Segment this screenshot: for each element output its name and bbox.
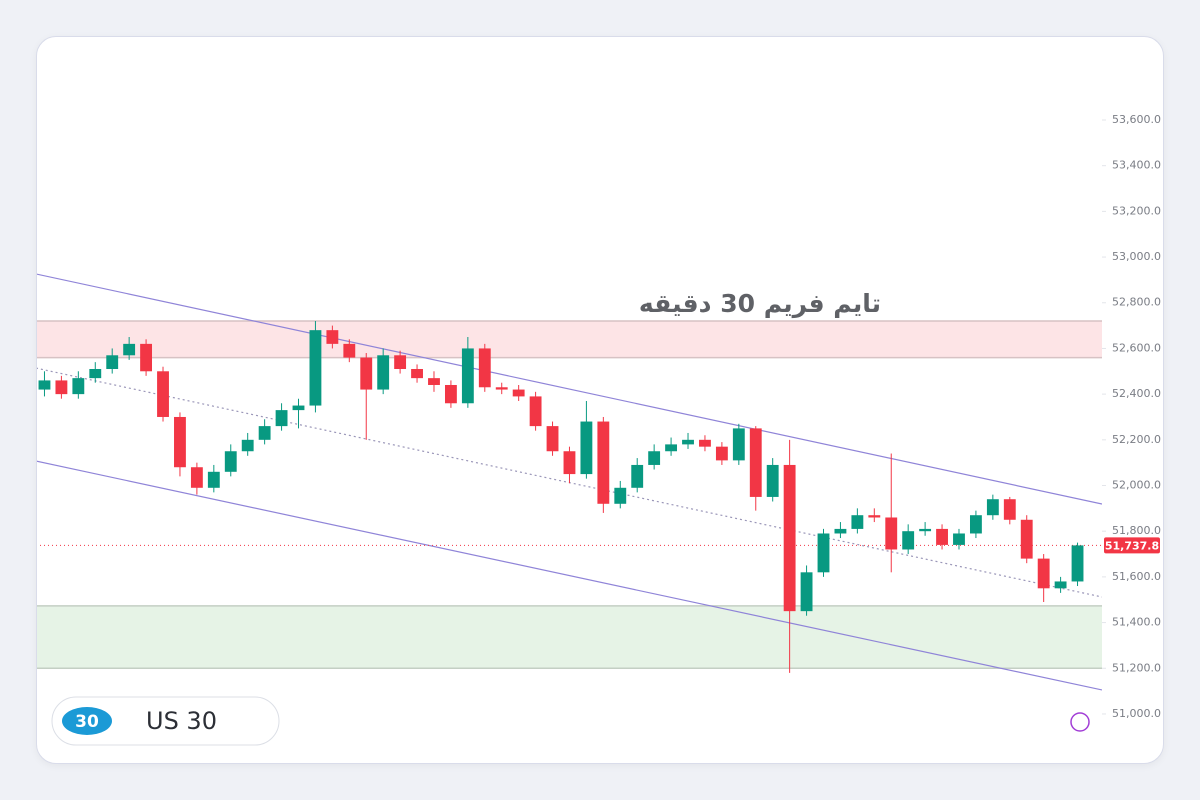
candle-body [140, 343, 153, 372]
y-tick-label: 52,600.0 [1112, 341, 1161, 354]
candle-body [597, 421, 610, 504]
candle-body [732, 428, 745, 461]
candle-body [461, 348, 474, 404]
y-tick-label: 51,000.0 [1112, 707, 1161, 720]
zone [37, 321, 1102, 358]
zone [37, 605, 1102, 669]
candle-body [1054, 581, 1067, 589]
candle-body [631, 464, 644, 488]
trend-line [37, 273, 1102, 505]
candle-body [241, 439, 254, 452]
candle-body [885, 517, 898, 550]
y-tick-label: 51,200.0 [1112, 661, 1161, 674]
candle-body [174, 416, 186, 468]
candle-body [682, 439, 694, 445]
candle-body [55, 380, 68, 395]
candle-body [715, 446, 728, 461]
candle-body [106, 355, 119, 369]
candle-body [89, 368, 102, 379]
candle-body [665, 444, 678, 452]
axis: 51,000.0 51,200.0 51,400.0 51,600.0 51,800.0… [1102, 113, 1161, 720]
last-price-tag [1104, 537, 1160, 554]
candle-body [444, 384, 457, 404]
candle-body [834, 528, 847, 534]
candle-body [190, 467, 203, 488]
y-tick-label: 53,600.0 [1112, 113, 1161, 126]
candle-body [648, 451, 661, 465]
candle-body [529, 396, 542, 427]
settings-icon[interactable] [1070, 712, 1090, 732]
candle-body [749, 428, 762, 497]
candle-body [614, 487, 627, 504]
candle-body [428, 378, 440, 385]
candle-body [360, 357, 373, 390]
candle-body [919, 528, 932, 532]
y-tick-label: 52,400.0 [1112, 387, 1161, 400]
candle-body [377, 355, 390, 390]
candle-body [157, 371, 169, 417]
candle-body [580, 421, 593, 475]
candle-body [699, 439, 711, 447]
annotation: تایم فریم 30 دقیقه [639, 289, 881, 319]
candle-body [258, 426, 271, 440]
candle-body [783, 464, 796, 612]
last-price-label: 51,737.8 [1105, 539, 1159, 552]
candle-body [936, 528, 948, 545]
candle-body [851, 515, 864, 529]
badge-text: 30 [75, 712, 99, 732]
zones [37, 320, 1102, 670]
candle-body [512, 389, 525, 397]
candle-body [326, 330, 339, 344]
candle-body [563, 451, 576, 475]
candle-body [1037, 558, 1050, 589]
candle-body [1003, 499, 1016, 520]
y-tick-label: 53,000.0 [1112, 250, 1161, 263]
symbol-badge [62, 707, 112, 735]
candle-body [343, 343, 356, 358]
y-tick-label: 52,000.0 [1112, 479, 1161, 492]
candle-body [292, 405, 305, 411]
y-tick-label: 51,800.0 [1112, 524, 1161, 537]
candle-body [309, 330, 322, 406]
candle-body [986, 499, 999, 516]
candle-body [394, 355, 407, 369]
symbol-name: US 30 [146, 707, 217, 735]
candle-body [123, 343, 136, 356]
candle-body [224, 451, 237, 472]
y-tick-label: 51,600.0 [1112, 570, 1161, 583]
candle-body [766, 464, 779, 497]
candle-body [38, 380, 51, 390]
y-tick-label: 51,400.0 [1112, 616, 1161, 629]
candle-body [207, 471, 220, 488]
candle-body [546, 426, 559, 452]
candle-body [478, 348, 491, 388]
candle-body [817, 533, 830, 573]
candle-body [868, 515, 881, 518]
trend-line [37, 460, 1102, 691]
candle-body [969, 515, 982, 534]
candle-body [1020, 519, 1033, 559]
candle-body [1071, 545, 1084, 582]
candle-body [800, 572, 813, 612]
candle-body [495, 387, 508, 390]
y-tick-label: 53,200.0 [1112, 204, 1161, 217]
symbol-pill[interactable] [51, 696, 280, 746]
candle-body [953, 533, 965, 545]
y-tick-label: 52,800.0 [1112, 296, 1161, 309]
y-tick-label: 53,400.0 [1112, 159, 1161, 172]
candle-body [411, 368, 423, 379]
candle-body [72, 378, 85, 395]
y-tick-label: 52,200.0 [1112, 433, 1161, 446]
candle-body [275, 410, 288, 427]
candles [38, 321, 1084, 673]
candle-body [902, 531, 915, 550]
